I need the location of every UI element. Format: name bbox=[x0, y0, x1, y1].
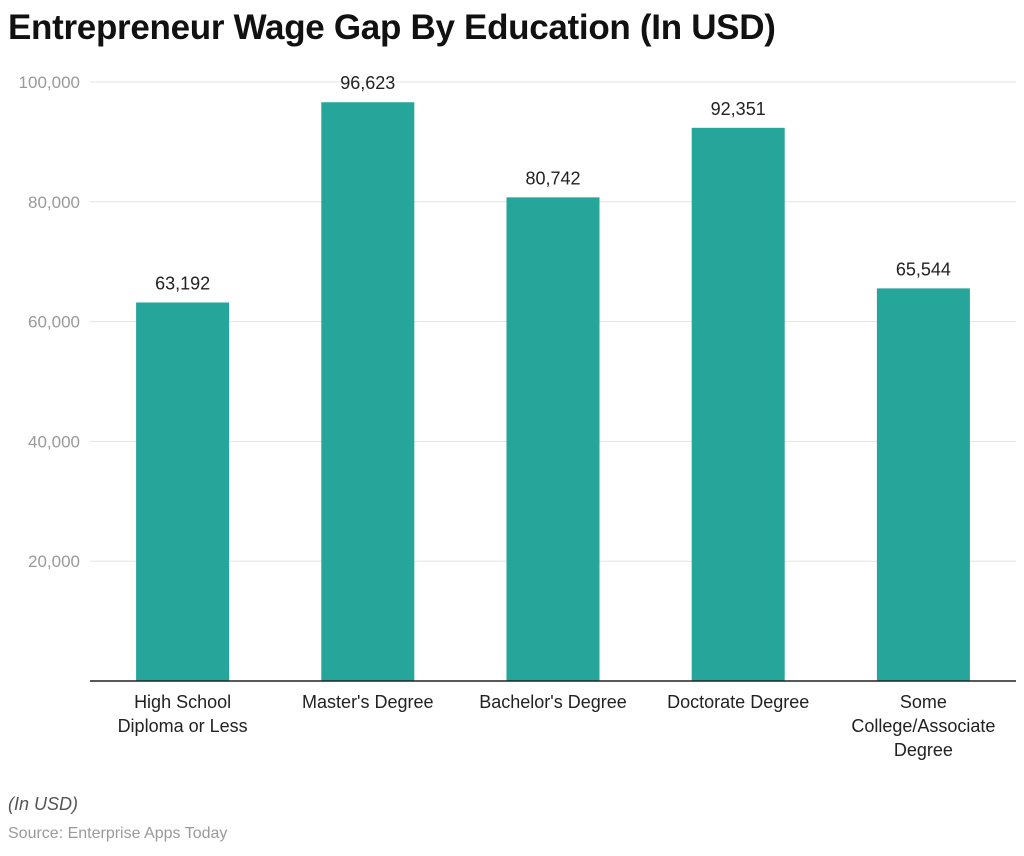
y-tick-label: 40,000 bbox=[28, 432, 80, 451]
y-tick-label: 60,000 bbox=[28, 313, 80, 332]
x-category-label: Some College/Associate Degree bbox=[851, 692, 995, 760]
bar bbox=[136, 302, 230, 681]
chart-title: Entrepreneur Wage Gap By Education (In U… bbox=[8, 8, 776, 47]
bar-value-label: 80,742 bbox=[525, 168, 580, 188]
bar bbox=[321, 102, 415, 682]
x-category-label: High School Diploma or Less bbox=[118, 692, 248, 736]
value-labels: 63,192 96,623 80,742 92,351 65,544 bbox=[155, 73, 951, 293]
y-tick-label: 80,000 bbox=[28, 193, 80, 212]
bar-value-label: 63,192 bbox=[155, 273, 210, 293]
x-axis-labels: High School Diploma or Less Master's Degre… bbox=[118, 692, 996, 760]
y-axis-ticks: 20,000 40,000 60,000 80,000 100,000 bbox=[19, 73, 80, 571]
unit-note: (In USD) bbox=[8, 794, 79, 814]
bar bbox=[506, 197, 600, 682]
bar-value-label: 65,544 bbox=[896, 259, 951, 279]
y-tick-label: 20,000 bbox=[28, 552, 80, 571]
bars bbox=[136, 102, 970, 682]
x-category-label: Doctorate Degree bbox=[667, 692, 809, 712]
bar bbox=[691, 127, 785, 682]
y-tick-label: 100,000 bbox=[19, 73, 80, 92]
x-category-label: Master's Degree bbox=[302, 692, 433, 712]
x-category-label: Bachelor's Degree bbox=[479, 692, 627, 712]
source-note: Source: Enterprise Apps Today bbox=[8, 825, 228, 842]
bar-value-label: 92,351 bbox=[711, 99, 766, 119]
bar bbox=[876, 288, 970, 681]
bar-value-label: 96,623 bbox=[340, 73, 395, 93]
